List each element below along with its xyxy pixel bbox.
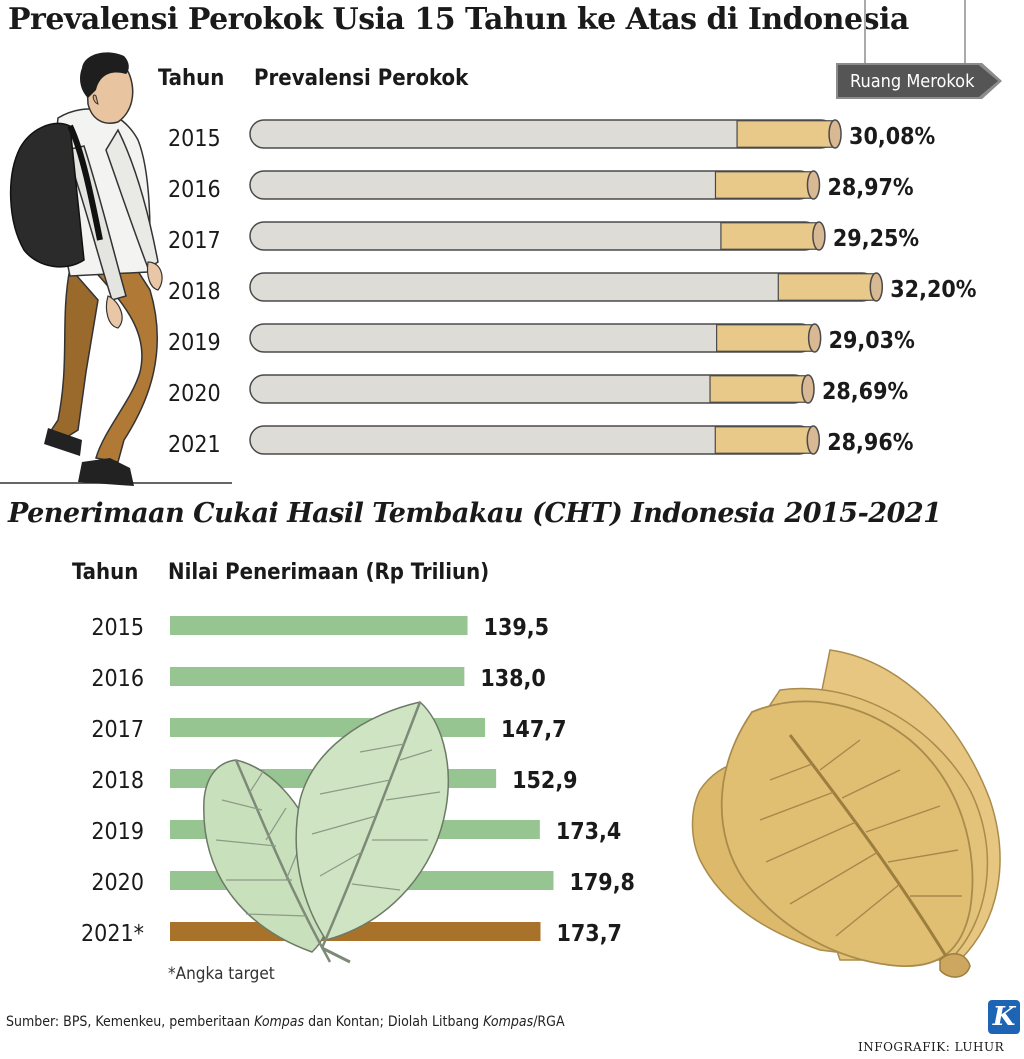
value-label: 173,7	[557, 921, 622, 947]
sign-label: Ruang Merokok	[850, 71, 975, 92]
year-label: 2018	[91, 768, 144, 794]
green-leaf-icon	[203, 701, 450, 964]
cigarette-filter	[720, 222, 820, 250]
cigarette-bar-2015	[249, 119, 842, 149]
cigarette-filter-tip	[812, 221, 826, 251]
year-label: 2016	[168, 177, 221, 203]
dry-leaf-icon	[691, 649, 1001, 978]
cigarette-filter	[714, 171, 815, 199]
header-nilai: Nilai Penerimaan (Rp Triliun)	[168, 560, 490, 585]
year-label: 2020	[91, 870, 144, 896]
revenue-bar-2016	[170, 667, 465, 686]
cigarette-bar-2016	[249, 170, 821, 200]
year-label: 2017	[91, 717, 144, 743]
year-label: 2021*	[81, 921, 144, 947]
source-part-4: Kompas	[483, 1014, 534, 1030]
sign-wire-right	[964, 0, 966, 64]
header-tahun-1: Tahun	[158, 66, 225, 91]
cigarette-bar-2020	[249, 374, 815, 404]
cigarette-bar-2017	[249, 221, 826, 251]
value-label: 147,7	[501, 717, 566, 743]
year-label: 2019	[91, 819, 144, 845]
sign-board-inner: Ruang Merokok	[838, 65, 998, 97]
header-prevalensi: Prevalensi Perokok	[254, 66, 469, 91]
year-label: 2017	[168, 228, 221, 254]
walking-man-icon	[9, 52, 163, 486]
sign-board: Ruang Merokok	[836, 63, 1002, 99]
value-label: 179,8	[570, 870, 635, 896]
target-note: *Angka target	[168, 964, 275, 984]
cigarette-filter	[716, 324, 816, 352]
value-label: 29,25%	[833, 226, 919, 252]
year-label: 2018	[168, 279, 221, 305]
year-label: 2019	[168, 330, 221, 356]
cigarette-filter-tip	[828, 119, 842, 149]
year-label: 2020	[168, 381, 221, 407]
header-tahun-2: Tahun	[72, 560, 139, 585]
cigarette-bar-2019	[249, 323, 822, 353]
cigarette-bar-2018	[249, 272, 884, 302]
ruang-merokok-sign: Ruang Merokok	[836, 0, 1008, 100]
source-part-2: Kompas	[254, 1014, 305, 1030]
year-label: 2015	[168, 126, 221, 152]
value-label: 28,96%	[827, 430, 913, 456]
year-label: 2015	[91, 615, 144, 641]
kompas-logo: K	[988, 1000, 1020, 1034]
year-label: 2021	[168, 432, 221, 458]
value-label: 139,5	[484, 615, 549, 641]
source-part-5: /RGA	[533, 1014, 565, 1030]
source-text: Sumber: BPS, Kemenkeu, pemberitaan Kompa…	[6, 1014, 565, 1030]
value-label: 28,69%	[822, 379, 908, 405]
value-label: 138,0	[480, 666, 545, 692]
value-label: 173,4	[556, 819, 621, 845]
cigarette-filter-tip	[806, 425, 821, 455]
cigarette-filter	[714, 426, 814, 454]
source-part-1: Sumber: BPS, Kemenkeu, pemberitaan	[6, 1014, 255, 1030]
source-part-3: dan Kontan; Diolah Litbang	[304, 1014, 484, 1030]
cigarette-bar-2021	[249, 425, 821, 455]
value-label: 152,9	[512, 768, 577, 794]
chart-title-cht: Penerimaan Cukai Hasil Tembakau (CHT) In…	[8, 498, 942, 529]
value-label: 29,03%	[829, 328, 915, 354]
cigarette-filter	[777, 273, 877, 301]
value-label: 32,20%	[890, 277, 976, 303]
cigarette-filter-tip	[807, 323, 822, 353]
value-label: 30,08%	[849, 124, 935, 150]
cigarette-filter	[709, 375, 809, 403]
cigarette-filter-tip	[801, 374, 815, 404]
cigarette-filter-tip	[806, 170, 821, 200]
prevalence-cigarette-chart: 2015 30,08% 2016 28,97% 2017 29,25% 2018 32,20%…	[168, 119, 977, 458]
year-label: 2016	[91, 666, 144, 692]
revenue-bar-2015	[170, 616, 468, 635]
value-label: 28,97%	[827, 175, 913, 201]
chart-title-prevalensi: Prevalensi Perokok Usia 15 Tahun ke Atas…	[8, 2, 909, 37]
credit-text: INFOGRAFIK: LUHUR	[858, 1040, 1005, 1054]
sign-wire-left	[864, 0, 866, 64]
cigarette-filter-tip	[869, 272, 884, 302]
